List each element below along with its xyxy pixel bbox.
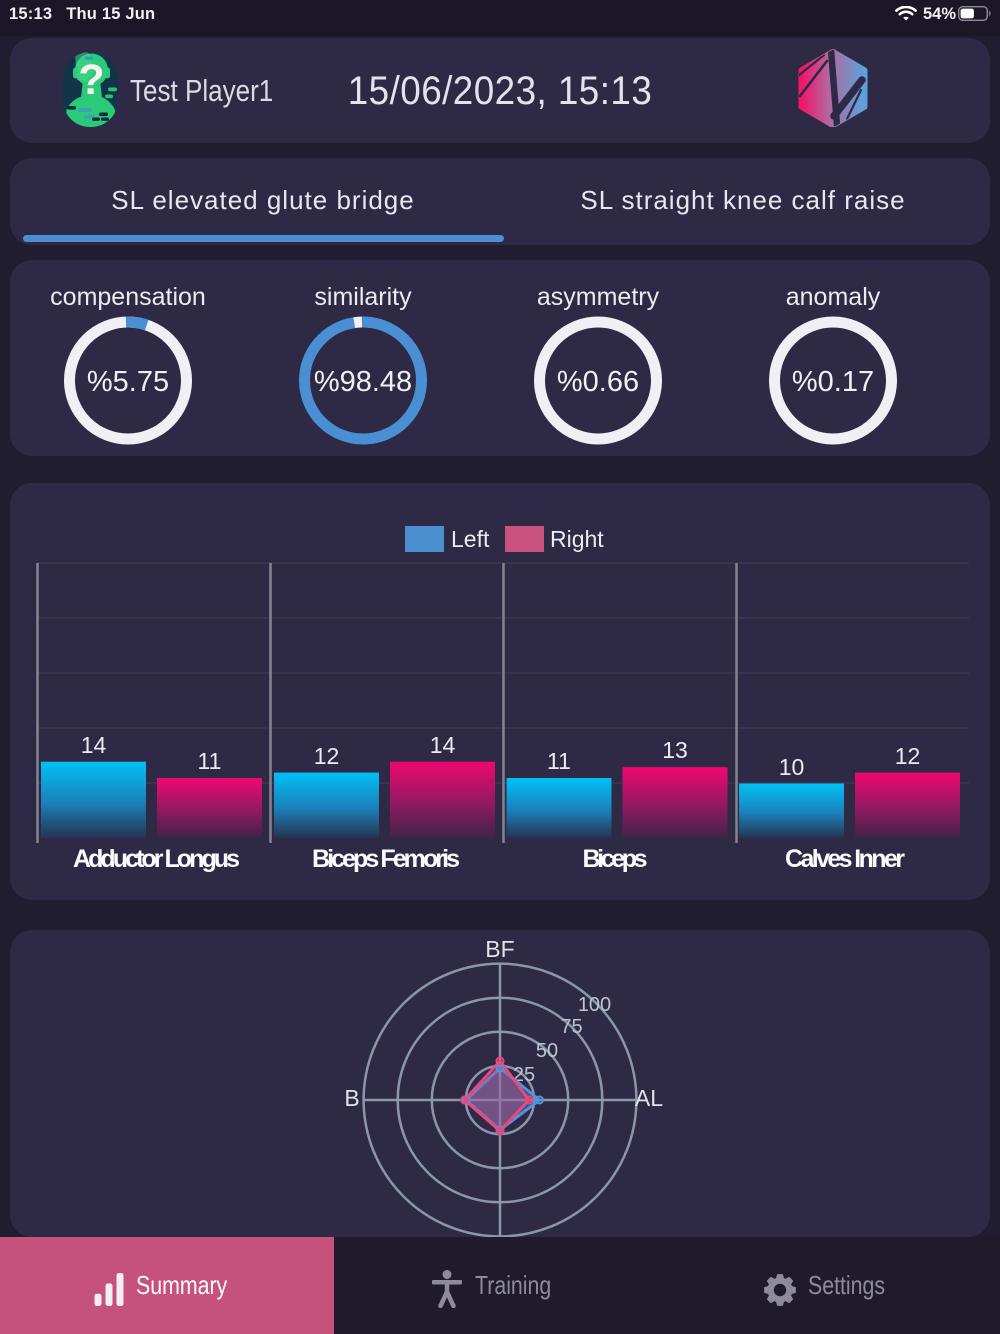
svg-text:%5.75: %5.75 [87, 366, 169, 398]
svg-text:Biceps: Biceps [583, 845, 648, 873]
svg-text:B: B [344, 1085, 359, 1111]
svg-text:11: 11 [547, 748, 571, 774]
svg-text:BF: BF [485, 936, 514, 962]
svg-text:12: 12 [895, 743, 921, 769]
svg-text:%0.66: %0.66 [557, 366, 639, 398]
svg-text:100: 100 [578, 994, 611, 1016]
svg-text:AL: AL [635, 1085, 663, 1111]
svg-text:%98.48: %98.48 [314, 366, 412, 398]
svg-text:75: 75 [560, 1016, 582, 1038]
svg-text:50: 50 [536, 1040, 558, 1062]
svg-text:14: 14 [430, 732, 456, 758]
svg-text:Calves Inner: Calves Inner [785, 845, 905, 873]
svg-text:anomaly: anomaly [786, 283, 881, 311]
svg-text:Left: Left [451, 526, 490, 552]
svg-text:10: 10 [779, 754, 805, 780]
svg-text:25: 25 [513, 1064, 535, 1086]
svg-text:Adductor Longus: Adductor Longus [73, 845, 240, 873]
svg-text:13: 13 [662, 737, 688, 763]
svg-text:compensation: compensation [50, 283, 206, 311]
svg-text:%0.17: %0.17 [792, 366, 874, 398]
svg-text:14: 14 [81, 732, 107, 758]
svg-text:?: ? [78, 56, 104, 104]
svg-text:Biceps Femoris: Biceps Femoris [312, 845, 460, 873]
svg-text:Right: Right [550, 526, 604, 552]
svg-text:11: 11 [198, 748, 222, 774]
svg-text:asymmetry: asymmetry [537, 283, 660, 311]
svg-text:12: 12 [314, 743, 340, 769]
svg-text:similarity: similarity [314, 283, 412, 311]
